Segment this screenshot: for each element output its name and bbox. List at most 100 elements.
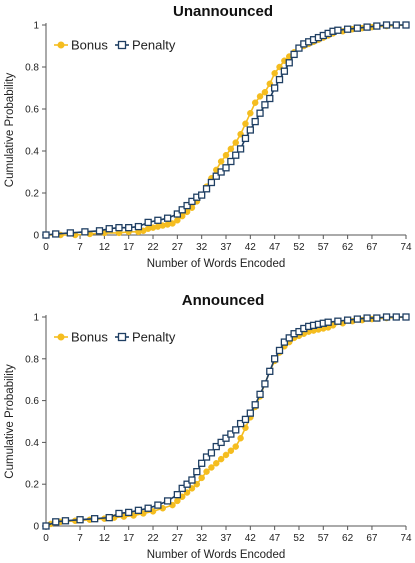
data-point (256, 390, 264, 398)
chart-panel-1: Unannounced 0 0.2 0.4 0.6 0.8 1 0 7 12 17 22 27 32 37 4… (4, 3, 412, 270)
y-tick-label: 0.4 (25, 438, 39, 449)
data-point (373, 22, 381, 30)
data-point (241, 134, 250, 143)
data-point (382, 313, 391, 321)
data-point (217, 438, 225, 447)
y-tick-label: 0 (33, 231, 39, 242)
legend-item-bonus: Bonus (54, 330, 108, 345)
x-tick-label: 37 (220, 242, 232, 253)
data-point (207, 449, 216, 457)
y-axis-label: Cumulative Probability (4, 364, 16, 479)
data-point (373, 314, 381, 322)
data-point (232, 139, 239, 146)
data-point (256, 93, 264, 100)
x-tick-label: 17 (123, 533, 135, 544)
legend: Bonus Penalty (54, 38, 176, 53)
data-point (217, 455, 225, 463)
data-point (251, 99, 259, 106)
series-line-penalty (45, 24, 406, 236)
series-line-penalty (45, 316, 406, 527)
data-point (105, 513, 113, 522)
data-point (402, 21, 410, 29)
data-point (125, 508, 133, 517)
data-point (213, 460, 220, 467)
x-tick-label: 0 (43, 242, 49, 253)
data-point (261, 380, 269, 388)
series-line-bonus (46, 24, 407, 236)
y-tick-label: 0.8 (25, 354, 39, 365)
data-point (270, 84, 279, 92)
y-tick-label: 0.2 (25, 480, 39, 491)
y-tick-label: 0.2 (25, 189, 39, 200)
y-tick-label: 0.4 (25, 147, 39, 158)
legend-item-penalty: Penalty (115, 330, 176, 345)
x-tick-label: 42 (245, 533, 257, 544)
data-point (207, 178, 216, 187)
data-point (105, 225, 113, 233)
data-point (134, 222, 143, 231)
data-point (90, 515, 99, 523)
data-point (193, 468, 201, 476)
x-tick-label: 22 (147, 533, 159, 544)
legend-label: Penalty (132, 330, 176, 345)
y-tick-label: 0.8 (25, 63, 39, 74)
data-point (188, 197, 196, 206)
data-point (261, 101, 269, 109)
data-point (95, 227, 104, 235)
legend-item-penalty: Penalty (115, 38, 176, 53)
data-point (251, 401, 259, 409)
y-tick-label: 0.6 (25, 396, 39, 407)
data-point (154, 216, 162, 224)
data-point (183, 480, 191, 488)
legend-label: Bonus (71, 330, 108, 345)
x-tick-label: 62 (342, 533, 354, 544)
data-point (271, 70, 278, 77)
data-point (222, 164, 230, 172)
data-point (232, 151, 240, 159)
data-point (115, 223, 123, 232)
data-point (217, 168, 225, 176)
data-point (217, 158, 225, 165)
data-point (222, 434, 230, 442)
legend-label: Bonus (71, 38, 108, 53)
data-point (353, 315, 362, 323)
x-tick-label: 32 (196, 533, 208, 544)
data-point (285, 59, 293, 67)
x-tick-label: 52 (293, 533, 305, 544)
series-line-bonus (45, 316, 407, 527)
x-tick-label: 74 (400, 533, 412, 544)
legend-item-bonus: Bonus (54, 38, 108, 53)
data-point (236, 145, 245, 153)
x-tick-label: 57 (318, 533, 330, 544)
series-bonus (42, 21, 410, 239)
legend-marker (57, 333, 65, 341)
x-tick-label: 47 (269, 533, 281, 544)
data-point (208, 464, 215, 471)
x-tick-label: 42 (245, 242, 257, 253)
data-point (334, 317, 342, 325)
data-point (76, 516, 84, 524)
x-tick-label: 32 (196, 242, 208, 253)
data-point (275, 75, 284, 84)
data-point (174, 497, 181, 505)
y-axis-label: Cumulative Probability (4, 73, 16, 188)
x-tick-label: 62 (342, 242, 354, 253)
legend-marker (57, 41, 65, 49)
x-tick-label: 67 (366, 533, 378, 544)
data-point (392, 21, 400, 29)
data-point (154, 501, 162, 509)
x-tick-label: 0 (43, 533, 49, 544)
x-tick-label: 47 (269, 242, 281, 253)
data-point (241, 415, 250, 424)
data-point (144, 504, 152, 512)
chart-title: Unannounced (173, 3, 273, 20)
data-point (232, 443, 239, 450)
data-point (42, 231, 50, 239)
legend: Bonus Penalty (54, 330, 176, 345)
data-point (324, 318, 332, 326)
data-point (275, 346, 284, 355)
data-point (212, 172, 220, 180)
data-point (392, 313, 400, 321)
